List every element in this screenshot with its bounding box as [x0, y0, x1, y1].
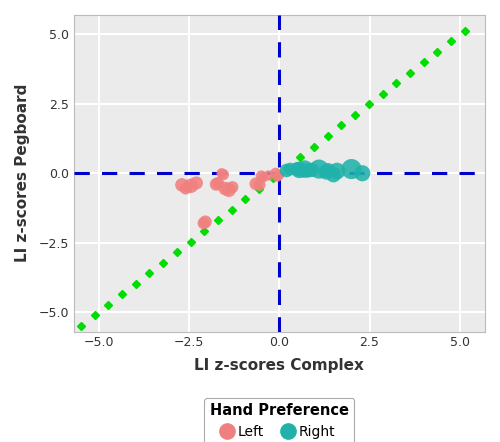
Point [276, 171, 283, 178]
Point [192, 179, 200, 187]
Point [225, 187, 233, 194]
Point [187, 182, 195, 189]
Legend: Left, Right: Left, Right [204, 398, 354, 442]
Point [315, 166, 323, 173]
Point [202, 218, 209, 225]
Point [264, 172, 272, 179]
Point [324, 167, 332, 174]
X-axis label: LI z-scores Complex: LI z-scores Complex [194, 358, 364, 373]
Point [220, 171, 228, 178]
Point [300, 166, 308, 173]
Point [218, 170, 226, 177]
Point [259, 174, 267, 181]
Point [330, 171, 338, 178]
Point [214, 179, 222, 187]
Point [228, 183, 236, 191]
Point [221, 185, 229, 192]
Point [322, 168, 330, 175]
Point [200, 220, 207, 227]
Point [308, 166, 316, 173]
Point [178, 181, 186, 188]
Point [182, 185, 190, 192]
Point [184, 183, 192, 191]
Point [212, 181, 220, 188]
Point [358, 170, 366, 177]
Point [295, 166, 303, 173]
Point [333, 168, 341, 175]
Point [258, 172, 266, 179]
Point [282, 167, 290, 174]
Point [348, 166, 356, 173]
Y-axis label: LI z-scores Pegboard: LI z-scores Pegboard [15, 84, 30, 263]
Point [304, 167, 312, 174]
Point [272, 170, 280, 177]
Point [286, 166, 294, 173]
Point [294, 166, 302, 173]
Point [256, 181, 264, 188]
Point [252, 180, 260, 187]
Point [274, 173, 281, 180]
